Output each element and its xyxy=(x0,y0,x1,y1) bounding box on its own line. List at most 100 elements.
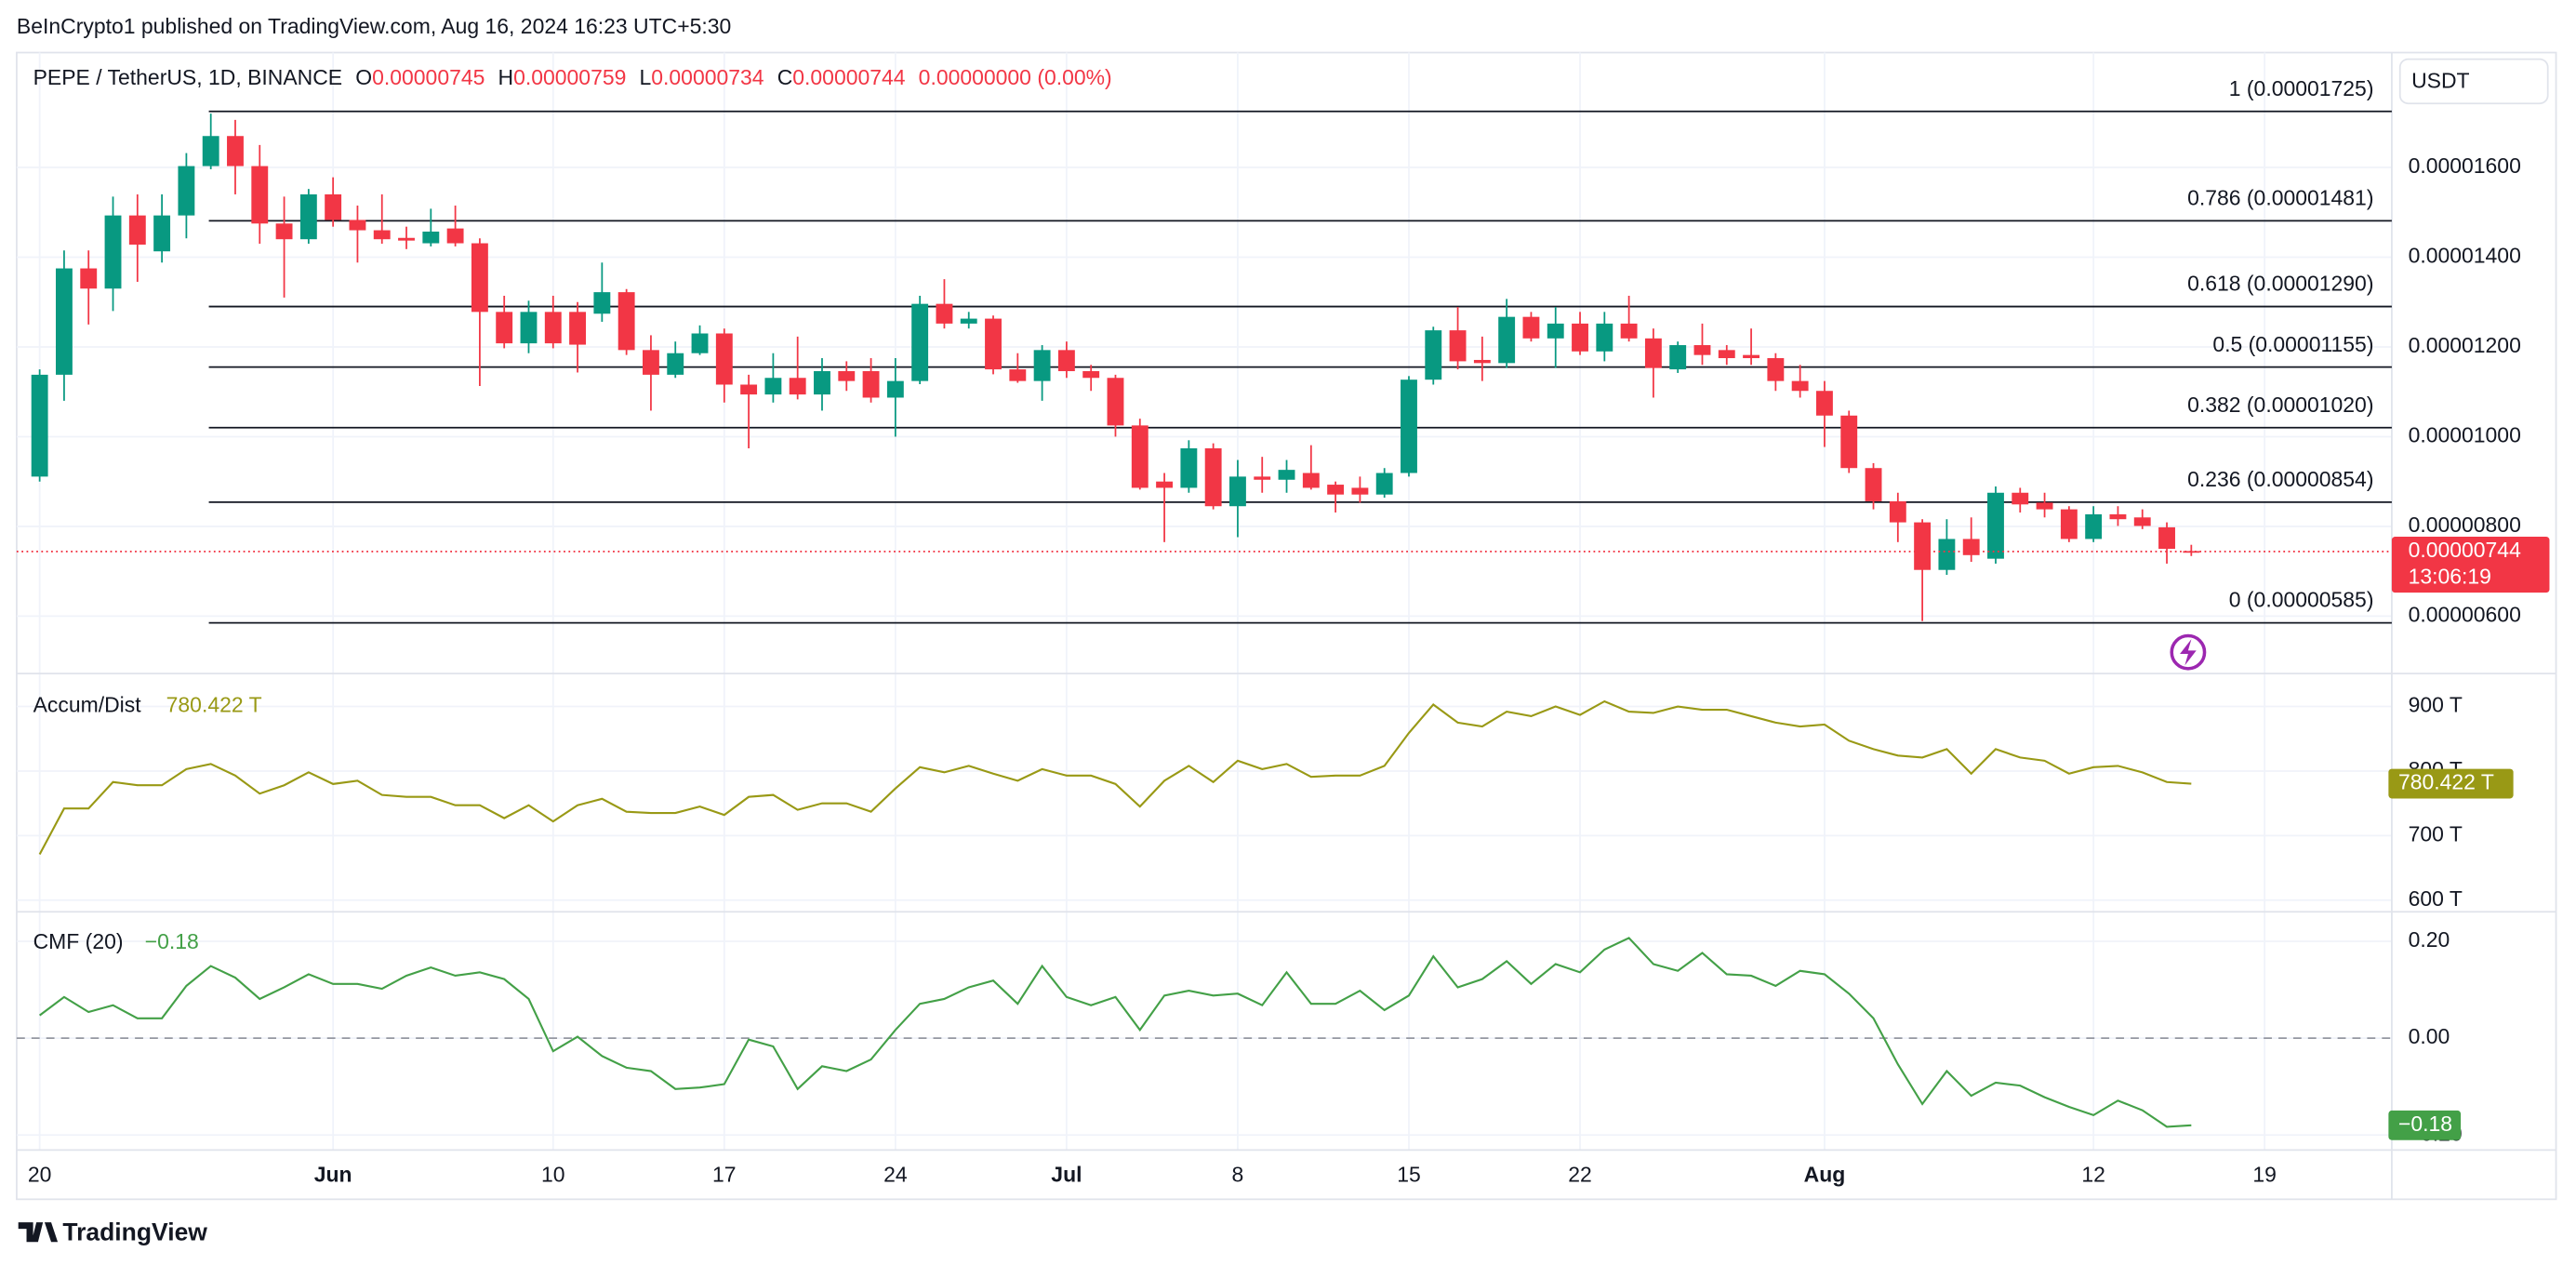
candle-body xyxy=(1473,359,1491,364)
publisher-line: BeInCrypto1 published on TradingView.com… xyxy=(17,14,731,38)
candle-body xyxy=(1351,487,1369,495)
candle-body xyxy=(1254,476,1271,480)
y-tick-label: 600 T xyxy=(2409,886,2463,911)
candle-body xyxy=(960,318,977,324)
candle-body xyxy=(1889,500,1906,523)
candle-body xyxy=(1401,380,1417,473)
chart-frame xyxy=(16,51,2557,1201)
candle-body xyxy=(1620,323,1638,339)
candle-body xyxy=(1302,473,1320,488)
candle-body xyxy=(593,292,611,314)
candle-body xyxy=(1743,354,1760,359)
candle-body xyxy=(1522,316,1540,339)
candle-body xyxy=(56,268,73,375)
candle-body xyxy=(667,353,684,375)
candle-body xyxy=(1278,470,1295,480)
candle-body xyxy=(422,231,440,244)
candle-body xyxy=(104,215,122,289)
x-tick-label: Jun xyxy=(314,1163,352,1187)
icon-bolt[interactable] xyxy=(2180,639,2197,666)
candle-body xyxy=(740,384,758,395)
candle-body xyxy=(1425,330,1442,380)
icon-circle[interactable] xyxy=(2170,633,2207,671)
candle-body xyxy=(911,303,929,381)
fib-level-label: 0.5 (0.00001155) xyxy=(2212,332,2373,356)
fib-level-label: 0.786 (0.00001481) xyxy=(2187,186,2373,210)
candle-body xyxy=(2060,509,2078,539)
candle-body xyxy=(1180,447,1198,488)
candle-body xyxy=(2158,526,2175,550)
price-tag-countdown: 13:06:19 xyxy=(2409,564,2491,588)
candle-body xyxy=(325,193,342,220)
candle-body xyxy=(1375,473,1393,495)
candle-body xyxy=(715,333,733,385)
candle-body xyxy=(1962,539,1980,555)
y-tick-label: 700 T xyxy=(2409,821,2463,846)
x-tick-label: 15 xyxy=(1397,1163,1421,1187)
grid-layer xyxy=(16,52,2392,1151)
legend-value: 0.00000744 xyxy=(792,65,906,89)
fib-level-label: 0.236 (0.00000854) xyxy=(2187,467,2373,491)
currency-button[interactable] xyxy=(2398,58,2549,105)
legend-key: L xyxy=(640,65,652,89)
indicator-tag xyxy=(2388,1110,2462,1140)
candle-body xyxy=(1914,522,1932,570)
candle-body xyxy=(373,230,391,240)
x-tick-label: 17 xyxy=(712,1163,737,1187)
legend-key: H xyxy=(498,65,514,89)
y-tick-label: 0.00001000 xyxy=(2409,423,2521,447)
candle-body xyxy=(1644,338,1662,368)
candle-body xyxy=(227,136,244,166)
fib-level-label: 0.382 (0.00001020) xyxy=(2187,393,2373,417)
candle-body xyxy=(1449,330,1467,362)
x-tick-label: 8 xyxy=(1232,1163,1244,1187)
candle-body xyxy=(1693,345,1711,355)
currency-label[interactable]: USDT xyxy=(2411,68,2469,92)
candle-body xyxy=(520,312,538,344)
indicator-tag xyxy=(2388,768,2514,799)
candle-body xyxy=(1131,425,1149,488)
candle-body xyxy=(2036,502,2053,510)
legend-change: 0.00000000 (0.00%) xyxy=(919,65,1112,89)
candle-body xyxy=(496,312,513,344)
fib-level-label: 0.618 (0.00001290) xyxy=(2187,272,2373,296)
candle-body xyxy=(80,268,98,289)
candle-body xyxy=(886,380,904,398)
legend-key: C xyxy=(777,65,793,89)
candle-body xyxy=(2133,517,2151,526)
candle-body xyxy=(1718,350,1735,359)
logo-mark[interactable] xyxy=(18,1222,59,1243)
candle-body xyxy=(569,312,587,345)
candle-body xyxy=(2085,513,2103,539)
indicator-line xyxy=(38,699,2192,855)
candle-body xyxy=(1865,468,1882,501)
fib-level-label: 1 (0.00001725) xyxy=(2229,76,2374,100)
footer-logo[interactable]: TradingView xyxy=(18,1218,208,1245)
candle-body xyxy=(1033,350,1051,381)
x-tick-label: 19 xyxy=(2252,1163,2277,1187)
candle-body xyxy=(1107,378,1124,426)
candle-body xyxy=(1156,481,1174,488)
candle-body xyxy=(299,193,317,240)
legend-key: O xyxy=(355,65,372,89)
y-tick-label: 0.00001200 xyxy=(2409,333,2521,357)
candle-body xyxy=(275,223,293,240)
candle-body xyxy=(544,312,562,344)
indicator-tag-value: 780.422 T xyxy=(2398,770,2494,794)
candle-body xyxy=(764,378,782,395)
symbol: PEPE / TetherUS, 1D, BINANCE xyxy=(33,65,343,89)
x-tick-label: 22 xyxy=(1568,1163,1592,1187)
candle-body xyxy=(2012,492,2029,505)
candle-body xyxy=(1987,492,2004,559)
price-tag-value: 0.00000744 xyxy=(2409,538,2522,562)
x-tick-label: Jul xyxy=(1051,1163,1082,1187)
candle-body xyxy=(251,166,269,224)
candle-body xyxy=(643,350,659,375)
indicator-value: 780.422 T xyxy=(166,693,262,717)
candle-body xyxy=(1938,539,1956,570)
lightning-icon[interactable] xyxy=(2170,633,2207,671)
fib-level-label: 0 (0.00000585) xyxy=(2229,588,2374,612)
footer-brand[interactable]: TradingView xyxy=(62,1218,207,1245)
candle-body xyxy=(1596,323,1613,352)
